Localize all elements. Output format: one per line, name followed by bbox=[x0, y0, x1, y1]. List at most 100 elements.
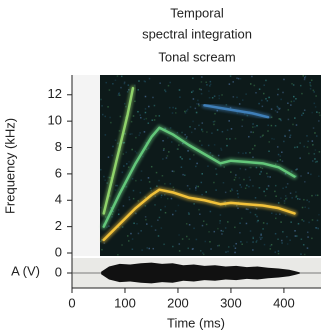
noise-speck bbox=[231, 189, 234, 191]
noise-speck bbox=[314, 194, 317, 197]
noise-speck bbox=[200, 93, 203, 95]
noise-speck bbox=[318, 175, 320, 178]
noise-speck bbox=[291, 170, 293, 173]
noise-speck bbox=[228, 83, 231, 85]
noise-speck bbox=[292, 123, 294, 126]
noise-speck bbox=[304, 77, 306, 79]
noise-speck bbox=[262, 228, 264, 230]
noise-speck bbox=[270, 116, 273, 119]
noise-speck bbox=[208, 90, 210, 92]
noise-speck bbox=[277, 238, 279, 240]
noise-speck bbox=[150, 189, 153, 192]
noise-speck bbox=[116, 184, 119, 187]
noise-speck bbox=[256, 215, 258, 218]
noise-speck bbox=[201, 130, 204, 133]
noise-speck bbox=[189, 126, 191, 128]
noise-speck bbox=[254, 197, 257, 199]
noise-speck bbox=[295, 169, 297, 171]
noise-speck bbox=[181, 131, 183, 134]
noise-speck bbox=[224, 227, 227, 229]
noise-speck bbox=[101, 113, 104, 116]
noise-speck bbox=[309, 88, 312, 90]
noise-speck bbox=[111, 216, 113, 218]
noise-speck bbox=[239, 184, 241, 186]
noise-speck bbox=[134, 84, 136, 87]
noise-speck bbox=[159, 82, 161, 84]
noise-speck bbox=[259, 236, 261, 239]
noise-speck bbox=[144, 80, 146, 83]
noise-speck bbox=[215, 189, 217, 191]
noise-speck bbox=[267, 175, 269, 178]
noise-speck bbox=[269, 248, 272, 250]
noise-speck bbox=[127, 240, 130, 242]
noise-speck bbox=[270, 108, 273, 110]
noise-speck bbox=[310, 173, 312, 176]
noise-speck bbox=[123, 141, 126, 144]
noise-speck bbox=[192, 98, 195, 100]
noise-speck bbox=[229, 75, 232, 77]
noise-speck bbox=[213, 123, 215, 126]
noise-speck bbox=[223, 166, 226, 168]
noise-speck bbox=[213, 144, 216, 146]
noise-speck bbox=[146, 247, 148, 249]
noise-speck bbox=[236, 77, 238, 79]
noise-speck bbox=[206, 131, 208, 133]
noise-speck bbox=[217, 227, 219, 230]
noise-speck bbox=[210, 248, 212, 250]
noise-speck bbox=[186, 108, 189, 111]
noise-speck bbox=[192, 90, 194, 92]
noise-speck bbox=[152, 96, 154, 99]
noise-speck bbox=[316, 111, 318, 113]
noise-speck bbox=[252, 123, 254, 125]
noise-speck bbox=[314, 106, 317, 108]
noise-speck bbox=[195, 111, 198, 114]
noise-speck bbox=[160, 194, 163, 197]
noise-speck bbox=[241, 99, 244, 101]
noise-speck bbox=[233, 179, 236, 181]
noise-speck bbox=[313, 91, 315, 93]
noise-speck bbox=[273, 138, 275, 140]
noise-speck bbox=[267, 130, 269, 132]
noise-speck bbox=[216, 244, 219, 247]
noise-speck bbox=[164, 183, 166, 185]
y-tick-label: 12 bbox=[48, 86, 62, 101]
noise-speck bbox=[236, 96, 238, 99]
noise-speck bbox=[250, 166, 252, 169]
noise-speck bbox=[134, 150, 137, 153]
noise-speck bbox=[192, 77, 194, 80]
noise-speck bbox=[202, 252, 204, 254]
noise-speck bbox=[190, 91, 193, 93]
contour bbox=[102, 126, 296, 228]
chart-subtitle: Tonal scream bbox=[158, 49, 235, 64]
noise-speck bbox=[202, 253, 205, 256]
noise-speck bbox=[307, 236, 309, 238]
noise-speck bbox=[313, 153, 316, 155]
noise-speck bbox=[316, 160, 318, 163]
noise-speck bbox=[257, 219, 259, 222]
noise-speck bbox=[118, 130, 121, 132]
noise-speck bbox=[199, 213, 201, 216]
noise-speck bbox=[167, 84, 170, 87]
noise-speck bbox=[296, 168, 298, 170]
noise-speck bbox=[244, 187, 247, 189]
noise-speck bbox=[276, 146, 279, 148]
noise-speck bbox=[243, 178, 245, 181]
noise-speck bbox=[310, 85, 312, 87]
noise-speck bbox=[133, 222, 135, 225]
noise-speck bbox=[226, 144, 228, 147]
contour bbox=[102, 86, 135, 215]
noise-speck bbox=[143, 131, 146, 133]
noise-speck bbox=[307, 172, 309, 174]
noise-speck bbox=[174, 107, 177, 110]
noise-speck bbox=[164, 205, 167, 208]
noise-speck bbox=[266, 100, 269, 102]
y-tick-label: 2 bbox=[55, 218, 62, 233]
noise-speck bbox=[266, 188, 268, 190]
noise-speck bbox=[143, 118, 146, 121]
noise-speck bbox=[140, 116, 142, 119]
noise-speck bbox=[207, 144, 210, 147]
noise-speck bbox=[232, 81, 234, 83]
noise-speck bbox=[196, 102, 198, 105]
noise-speck bbox=[106, 226, 108, 228]
noise-speck bbox=[253, 84, 256, 87]
